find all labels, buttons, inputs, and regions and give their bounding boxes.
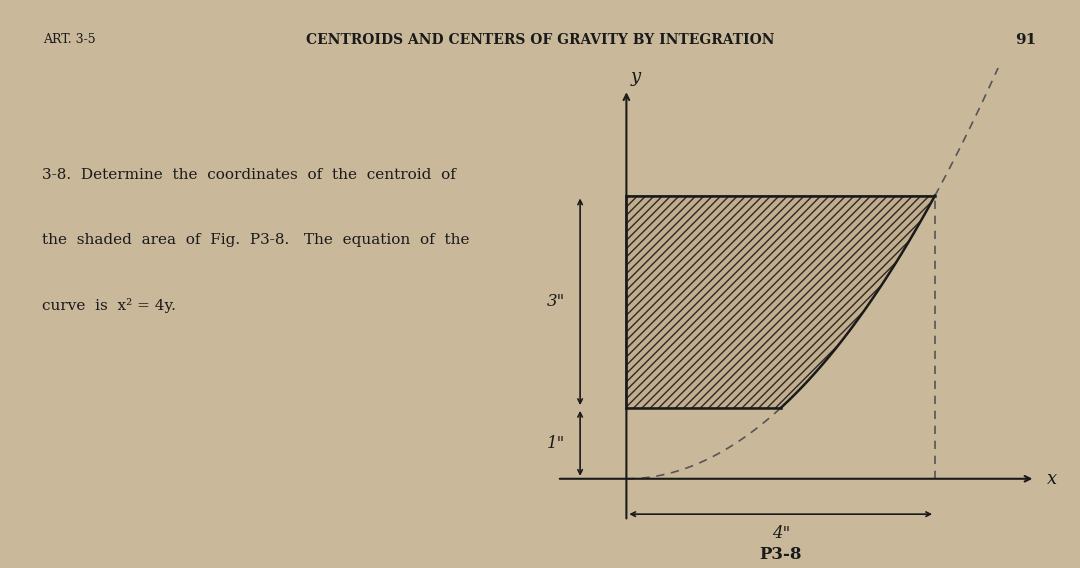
Text: 1": 1" <box>546 435 565 452</box>
Text: the  shaded  area  of  Fig.  P3-8.   The  equation  of  the: the shaded area of Fig. P3-8. The equati… <box>42 233 470 247</box>
Text: curve  is  x² = 4y.: curve is x² = 4y. <box>42 298 176 313</box>
Text: ART. 3-5: ART. 3-5 <box>43 33 96 46</box>
Text: 3-8.  Determine  the  coordinates  of  the  centroid  of: 3-8. Determine the coordinates of the ce… <box>42 168 456 182</box>
Text: CENTROIDS AND CENTERS OF GRAVITY BY INTEGRATION: CENTROIDS AND CENTERS OF GRAVITY BY INTE… <box>306 32 774 47</box>
Text: 3": 3" <box>546 293 565 310</box>
Text: 4": 4" <box>771 525 789 542</box>
Text: P3-8: P3-8 <box>759 546 802 563</box>
Text: 91: 91 <box>1015 32 1037 47</box>
Text: y: y <box>631 68 640 86</box>
Text: x: x <box>1047 470 1057 488</box>
Polygon shape <box>626 195 935 408</box>
